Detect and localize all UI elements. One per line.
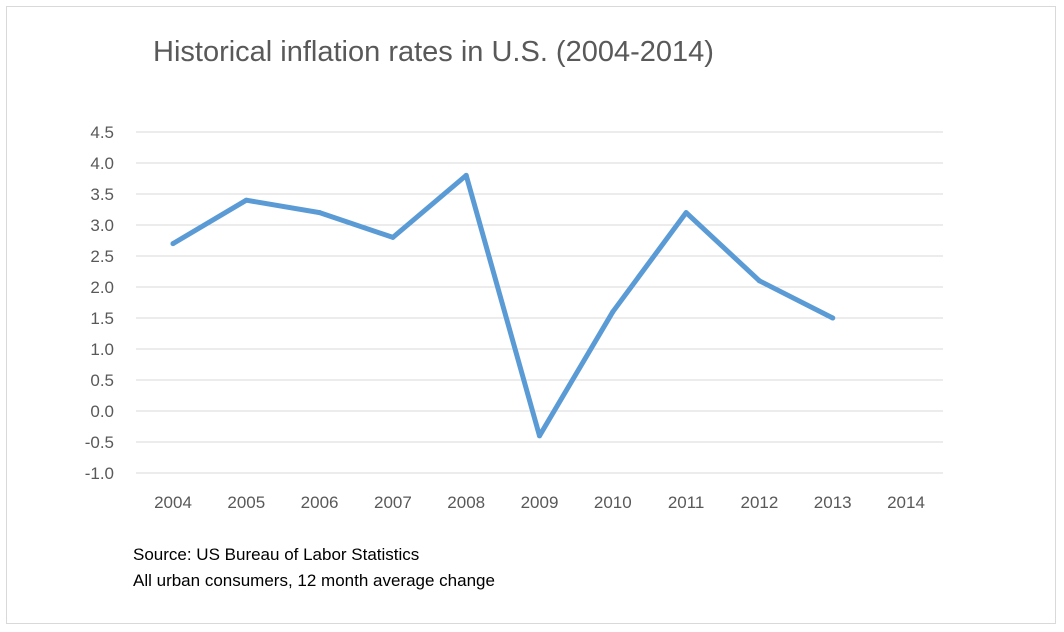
x-tick-label: 2010 (594, 493, 632, 512)
y-tick-label: 4.0 (90, 154, 114, 173)
x-tick-label: 2011 (668, 493, 705, 512)
y-tick-label: 1.5 (90, 309, 114, 328)
x-tick-label: 2006 (301, 493, 339, 512)
y-tick-label: 3.0 (90, 216, 114, 235)
y-tick-label: -1.0 (85, 464, 114, 483)
data-point (537, 433, 542, 439)
y-tick-label: 2.0 (90, 278, 114, 297)
x-tick-label: 2007 (374, 493, 412, 512)
data-point (317, 210, 323, 216)
x-tick-label: 2004 (154, 493, 192, 512)
chart-title: Historical inflation rates in U.S. (2004… (153, 36, 714, 68)
x-tick-label: 2009 (521, 493, 559, 512)
x-tick-label: 2008 (447, 493, 485, 512)
series-line (170, 172, 836, 439)
x-tick-label: 2013 (814, 493, 852, 512)
data-point (390, 234, 396, 240)
data-point (756, 278, 762, 284)
y-tick-label: 1.0 (90, 340, 114, 359)
y-tick-label: 3.5 (90, 185, 114, 204)
data-point (683, 210, 689, 216)
source-note: Source: US Bureau of Labor Statistics (133, 545, 420, 564)
y-tick-label: 0.0 (90, 402, 114, 421)
y-tick-label: 4.5 (90, 123, 114, 142)
y-tick-label: 0.5 (90, 371, 114, 390)
chart-area (6, 6, 1056, 624)
y-tick-label: 2.5 (90, 247, 114, 266)
description-note: All urban consumers, 12 month average ch… (133, 571, 495, 590)
x-tick-label: 2012 (740, 493, 778, 512)
data-point (610, 309, 616, 315)
data-point (463, 172, 469, 178)
y-tick-label: -0.5 (85, 433, 114, 452)
data-point (830, 315, 836, 321)
x-tick-label: 2014 (887, 493, 925, 512)
data-point (170, 241, 176, 247)
data-point (243, 197, 249, 203)
x-tick-label: 2005 (227, 493, 265, 512)
